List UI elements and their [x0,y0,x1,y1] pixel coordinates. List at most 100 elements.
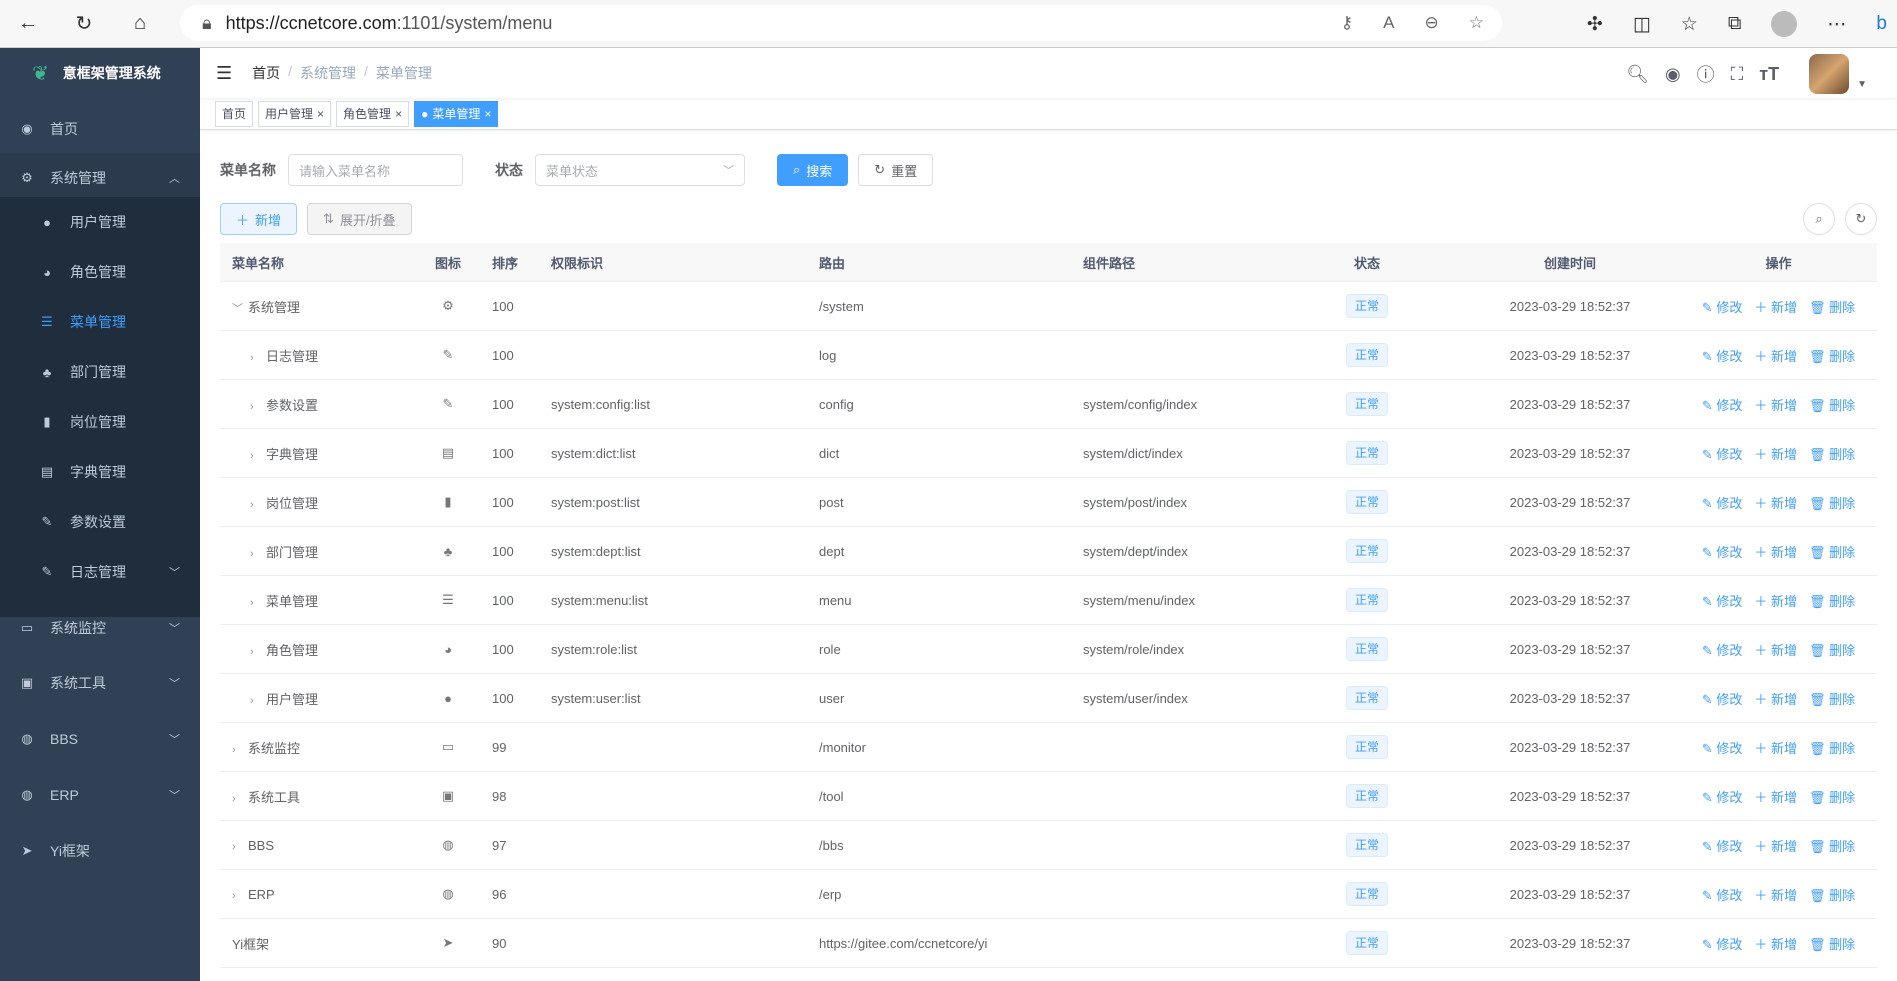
expand-icon[interactable]: › [250,694,254,707]
more-icon[interactable]: ⋯ [1827,13,1847,35]
extensions-icon[interactable]: ✣ [1586,13,1603,35]
split-screen-icon[interactable]: ◫ [1632,13,1651,35]
delete-button[interactable]: 🗑︎ 删除 [1809,789,1856,805]
bing-icon[interactable]: b [1876,13,1887,34]
expand-icon[interactable]: ﹀ [232,302,243,315]
delete-button[interactable]: 🗑︎ 删除 [1809,887,1856,903]
expand-icon[interactable]: › [250,351,254,364]
collections-icon[interactable]: ⧉ [1727,13,1742,34]
font-size-icon[interactable]: тT [1759,63,1780,84]
add-child-button[interactable]: ＋ 新增 [1754,740,1798,756]
sidebar-item[interactable]: ♣ 部门管理 [0,347,200,397]
sidebar-item[interactable]: ⚙ 系统管理 ︿ [0,153,200,203]
expand-icon[interactable]: › [250,547,254,560]
sidebar-item[interactable]: ◍ BBS ﹀ [0,714,200,764]
expand-collapse-button[interactable]: ⇅ 展开/折叠 [307,203,412,235]
delete-button[interactable]: 🗑︎ 删除 [1809,740,1856,756]
sidebar-item[interactable]: ◍ ERP ﹀ [0,770,200,820]
help-icon[interactable]: ⓘ [1696,65,1715,85]
search-button[interactable]: ⌕ 搜索 [777,154,849,186]
key-icon[interactable]: ⚷ [1340,13,1354,32]
delete-button[interactable]: 🗑︎ 删除 [1809,446,1856,462]
expand-icon[interactable]: › [232,743,236,756]
github-icon[interactable]: ◉ [1664,63,1681,84]
add-child-button[interactable]: ＋ 新增 [1754,397,1798,413]
sidebar-item[interactable]: ▮ 岗位管理 [0,397,200,447]
edit-button[interactable]: ✎ 修改 [1701,642,1743,658]
add-child-button[interactable]: ＋ 新增 [1754,838,1798,854]
read-aloud-icon[interactable]: A [1383,13,1395,32]
sidebar-item[interactable]: ◉ 首页 [0,104,200,154]
add-child-button[interactable]: ＋ 新增 [1754,887,1798,903]
edit-button[interactable]: ✎ 修改 [1701,887,1743,903]
delete-button[interactable]: 🗑︎ 删除 [1809,299,1856,315]
reset-button[interactable]: ↻ 重置 [858,154,934,186]
delete-button[interactable]: 🗑︎ 删除 [1809,397,1856,413]
expand-icon[interactable]: › [232,792,236,805]
close-icon[interactable]: × [395,106,403,121]
expand-icon[interactable]: › [232,889,236,902]
delete-button[interactable]: 🗑︎ 删除 [1809,544,1856,560]
sidebar-item[interactable]: ➤ Yi框架 [0,826,200,876]
address-bar[interactable]: 🔒︎ https://ccnetcore.com:1101/system/men… [180,5,1502,41]
sidebar-item[interactable]: ▭ 系统监控 ﹀ [0,603,200,653]
delete-button[interactable]: 🗑︎ 删除 [1809,936,1856,952]
zoom-out-icon[interactable]: ⊖ [1424,13,1439,32]
refresh-icon[interactable]: ↻ [75,13,93,35]
sidebar-item[interactable]: ✎ 日志管理 ﹀ [0,547,200,597]
expand-icon[interactable]: › [250,400,254,413]
status-select[interactable]: 菜单状态 ﹀ [535,154,745,186]
add-child-button[interactable]: ＋ 新增 [1754,936,1798,952]
delete-button[interactable]: 🗑︎ 删除 [1809,838,1856,854]
close-icon[interactable]: × [484,106,492,121]
delete-button[interactable]: 🗑︎ 删除 [1809,348,1856,364]
fullscreen-icon[interactable]: ⛶ [1730,63,1744,84]
add-child-button[interactable]: ＋ 新增 [1754,446,1798,462]
delete-button[interactable]: 🗑︎ 删除 [1809,593,1856,609]
add-child-button[interactable]: ＋ 新增 [1754,593,1798,609]
search-icon[interactable]: 🔍︎ [1626,63,1649,84]
edit-button[interactable]: ✎ 修改 [1701,691,1743,707]
add-child-button[interactable]: ＋ 新增 [1754,544,1798,560]
tag-user[interactable]: 用户管理 × [258,100,332,127]
edit-button[interactable]: ✎ 修改 [1701,446,1743,462]
tag-role[interactable]: 角色管理 × [336,100,410,127]
add-button[interactable]: ＋ 新增 [220,203,298,235]
breadcrumb-item[interactable]: 首页 [252,65,281,81]
add-favorite-icon[interactable]: ☆ [1468,13,1484,32]
edit-button[interactable]: ✎ 修改 [1701,495,1743,511]
refresh-button[interactable]: ↻ [1845,203,1877,235]
edit-button[interactable]: ✎ 修改 [1701,593,1743,609]
close-icon[interactable]: × [317,106,325,121]
add-child-button[interactable]: ＋ 新增 [1754,642,1798,658]
hamburger-icon[interactable]: ☰ [216,62,233,83]
edit-button[interactable]: ✎ 修改 [1701,544,1743,560]
expand-icon[interactable]: › [250,449,254,462]
toggle-search-button[interactable]: ⌕ [1803,203,1835,235]
sidebar-item[interactable]: ▣ 系统工具 ﹀ [0,658,200,708]
sidebar-item[interactable]: ☰ 菜单管理 [0,297,200,347]
avatar[interactable] [1809,54,1850,94]
sidebar-item[interactable]: ▤ 字典管理 [0,447,200,497]
edit-button[interactable]: ✎ 修改 [1701,348,1743,364]
add-child-button[interactable]: ＋ 新增 [1754,299,1798,315]
expand-icon[interactable]: › [232,840,236,853]
expand-icon[interactable]: › [250,498,254,511]
add-child-button[interactable]: ＋ 新增 [1754,789,1798,805]
delete-button[interactable]: 🗑︎ 删除 [1809,495,1856,511]
delete-button[interactable]: 🗑︎ 删除 [1809,691,1856,707]
tag-menu[interactable]: ● 菜单管理 × [414,100,499,127]
edit-button[interactable]: ✎ 修改 [1701,789,1743,805]
delete-button[interactable]: 🗑︎ 删除 [1809,642,1856,658]
sidebar-item[interactable]: ✎ 参数设置 [0,497,200,547]
add-child-button[interactable]: ＋ 新增 [1754,495,1798,511]
sidebar-item[interactable]: ● 用户管理 [0,197,200,247]
home-icon[interactable]: ⌂ [133,12,147,34]
favorites-icon[interactable]: ☆ [1680,13,1698,35]
edit-button[interactable]: ✎ 修改 [1701,936,1743,952]
edit-button[interactable]: ✎ 修改 [1701,397,1743,413]
add-child-button[interactable]: ＋ 新增 [1754,691,1798,707]
sidebar-item[interactable]: ◕ 角色管理 [0,247,200,297]
edit-button[interactable]: ✎ 修改 [1701,299,1743,315]
back-icon[interactable]: ← [18,12,38,34]
